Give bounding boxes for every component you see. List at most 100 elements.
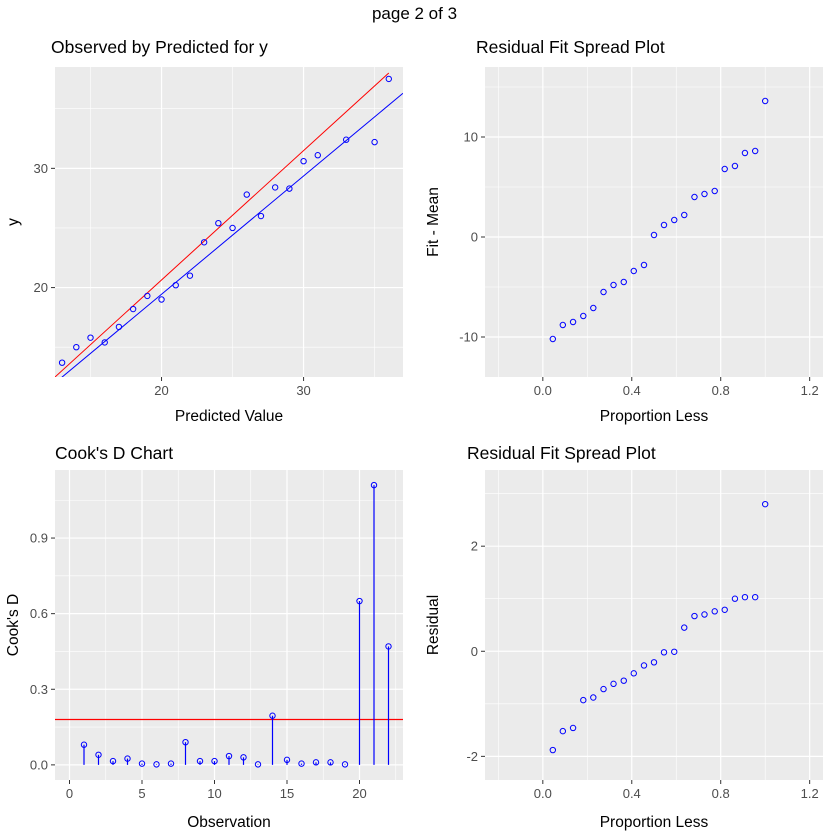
y-axis-label: y [5,218,22,226]
data-point [182,738,189,746]
data-point [243,191,250,198]
data-point [153,761,160,768]
y-tick-label: 0.3 [30,682,48,697]
data-point [640,261,648,269]
x-tick-label: 20 [352,786,366,801]
data-point [681,624,688,631]
y-tick-label: 20 [34,280,48,295]
plot-area [549,97,769,343]
data-point [80,741,88,748]
data-point [600,288,607,296]
data-point [559,727,567,735]
observed-predicted-chart: 20 30 20 30 Observed by Predicted for y Predi… [5,37,403,425]
x-axis-label: Predicted Value [175,408,283,425]
data-point [58,359,66,366]
data-point [671,216,678,224]
x-tick-label: 5 [138,786,145,801]
data-point [721,606,728,613]
data-point [731,162,739,170]
data-point [215,219,222,227]
data-point [73,343,80,351]
plot-area [55,481,403,768]
data-point [158,296,165,303]
data-point [370,481,378,489]
data-point [95,751,102,758]
data-point [271,184,279,191]
data-point [385,75,392,83]
y-tick-label: 0 [471,230,478,245]
plot-area [549,500,769,754]
data-point [580,696,587,704]
data-point [144,292,151,300]
data-point [751,147,759,155]
data-point [711,608,718,615]
data-point [385,643,392,650]
fit-line [61,92,403,377]
data-point [569,318,577,326]
data-point [172,281,179,289]
data-point [115,323,123,331]
data-point [580,312,587,320]
x-tick-label: 15 [280,786,294,801]
data-point [660,221,668,229]
x-tick-label: 0.4 [623,383,641,398]
x-tick-label: 10 [207,786,221,801]
data-point [640,662,648,669]
data-point [600,685,607,693]
x-tick-label: 1.2 [801,383,819,398]
data-point [101,339,108,346]
data-point [620,677,627,684]
y-tick-label: -2 [466,749,478,764]
data-point [731,595,739,602]
data-point [229,224,236,232]
data-point [630,267,637,275]
data-point [761,500,769,508]
y-tick-label: 0.6 [30,606,48,621]
x-tick-label: 0.0 [534,786,552,801]
x-tick-label: 0.4 [623,786,641,801]
data-point [751,593,759,601]
data-point [314,152,321,159]
data-point [211,757,218,765]
data-point [371,138,378,146]
data-point [630,670,637,677]
data-point [225,752,233,760]
x-tick-label: 20 [154,383,168,398]
page-label: page 2 of 3 [371,4,458,23]
data-point [286,185,293,192]
data-point [549,746,557,754]
cooks-d-chart: 0 5 10 15 20 0.0 0.3 0.6 0.9 Cook's D Chart Observ… [5,443,403,831]
data-point [186,272,194,279]
data-point [761,97,769,105]
x-tick-label: 0.0 [534,383,552,398]
x-tick-label: 30 [296,383,310,398]
data-point [549,335,557,343]
data-point [610,281,617,289]
data-point [660,649,668,656]
data-point [741,149,749,157]
chart-title: Cook's D Chart [55,443,173,463]
x-axis-label: Proportion Less [600,814,709,831]
x-axis-label: Proportion Less [600,408,709,425]
chart-title: Residual Fit Spread Plot [476,37,665,57]
data-point [691,612,698,620]
x-axis-label: Observation [187,814,271,831]
data-point [109,757,117,765]
data-point [342,136,350,143]
y-axis-label: Fit - Mean [425,187,442,257]
data-point [312,759,320,766]
data-point [711,187,718,195]
data-point [741,593,749,601]
residual-fit-spread-fit-chart: 0.0 0.4 0.8 1.2 -10 0 10 Residual Fit Spread Pl… [425,37,823,425]
y-axis-label: Residual [425,595,442,655]
identity-line [55,72,390,377]
y-tick-label: 0.0 [30,757,48,772]
chart-title: Residual Fit Spread Plot [467,443,656,463]
data-point [283,756,291,764]
x-tick-label: 0 [66,786,73,801]
data-point [167,760,175,767]
x-tick-label: 0.8 [712,383,730,398]
data-point [559,321,567,329]
y-tick-label: 0 [471,644,478,659]
data-point [650,231,658,239]
